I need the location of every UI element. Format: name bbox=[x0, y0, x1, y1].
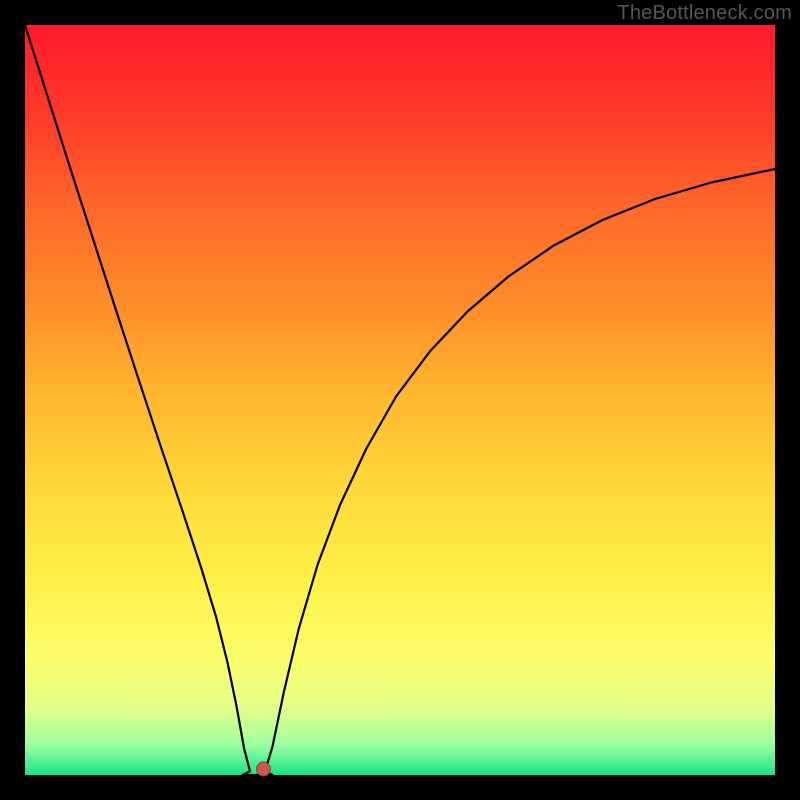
plot-area bbox=[25, 25, 775, 775]
bottleneck-chart bbox=[0, 0, 800, 800]
optimal-point-marker bbox=[257, 762, 271, 776]
chart-container: TheBottleneck.com bbox=[0, 0, 800, 800]
